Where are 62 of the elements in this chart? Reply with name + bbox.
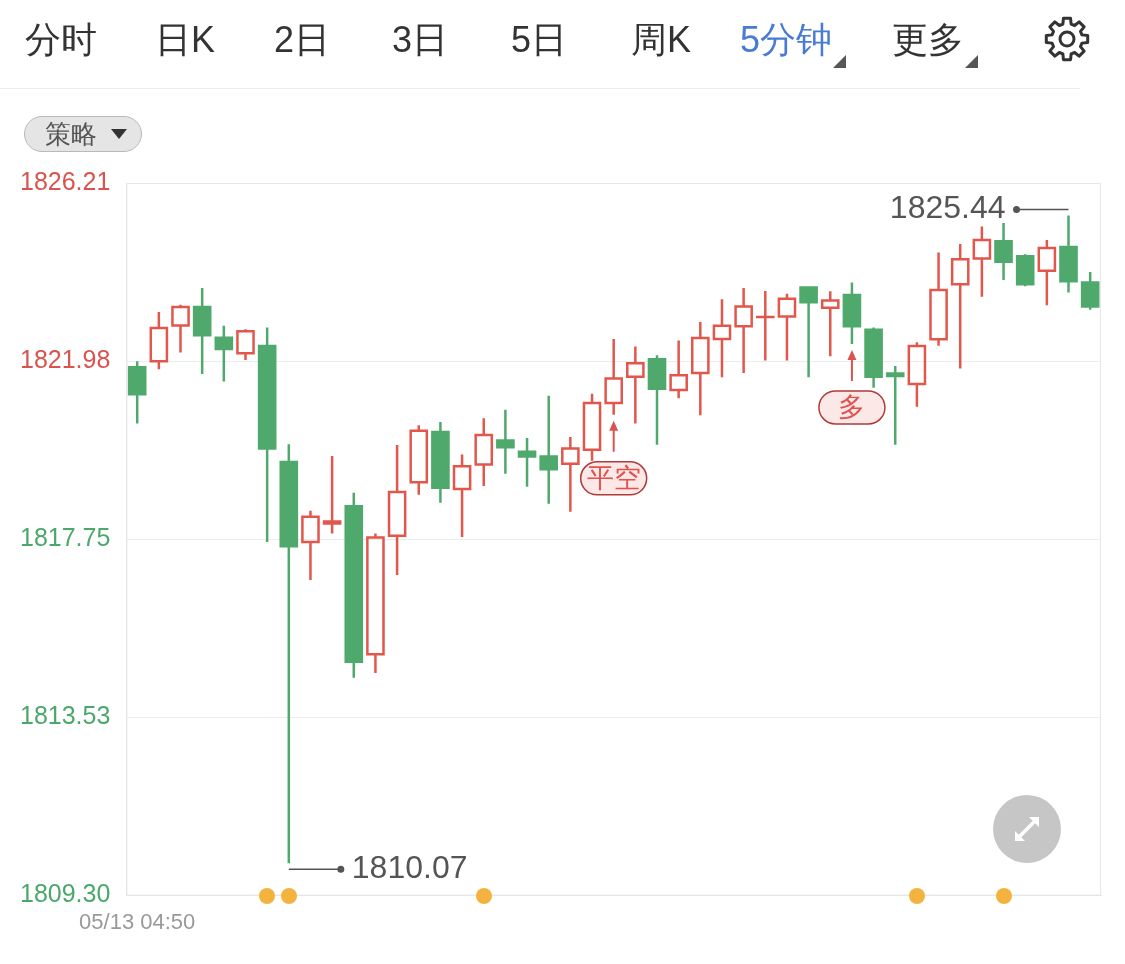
candlestick — [907, 341, 927, 409]
y-tick-label: 1821.98 — [20, 345, 111, 374]
candlestick — [820, 290, 840, 358]
tab-label: 3日 — [392, 18, 448, 62]
candlestick — [171, 305, 190, 354]
tab-label: 日K — [155, 18, 215, 62]
annotation: 多 — [838, 391, 866, 422]
candlestick — [387, 443, 407, 577]
tab-label: 5日 — [511, 18, 567, 62]
candlestick — [1059, 215, 1078, 293]
candlestick — [691, 320, 710, 417]
candlestick — [149, 310, 169, 371]
x-tick-label: 05/13 04:50 — [79, 908, 196, 934]
candlestick — [950, 242, 970, 370]
candlestick — [994, 223, 1013, 280]
candlestick — [929, 251, 948, 347]
candlestick — [1015, 254, 1035, 287]
candlestick — [647, 355, 667, 445]
candlestick — [1037, 238, 1057, 307]
y-tick-label: 1813.53 — [20, 701, 111, 730]
candlestick — [972, 225, 992, 299]
candlestick — [496, 409, 515, 474]
annotation: 1825.44 — [889, 189, 1006, 226]
candlestick — [474, 416, 494, 488]
candlestick — [301, 509, 320, 582]
candlestick — [214, 325, 234, 382]
candlestick — [799, 286, 818, 378]
candlestick — [539, 395, 559, 504]
y-tick-label: 1809.30 — [20, 879, 111, 908]
candlestick — [604, 337, 623, 417]
candlestick — [582, 392, 602, 462]
candlestick — [192, 287, 212, 374]
candlestick — [734, 286, 753, 375]
candlestick — [755, 289, 775, 362]
y-tick-label: 1817.75 — [20, 523, 111, 552]
candlestick — [626, 345, 645, 425]
candlestick — [777, 292, 797, 362]
candlestick — [431, 421, 450, 503]
candlestick — [257, 327, 277, 543]
candlestick — [409, 424, 429, 497]
candlestick — [1080, 271, 1100, 310]
tab-label: 5分钟 — [740, 18, 832, 62]
candlestick — [127, 361, 147, 424]
candlestick — [236, 330, 255, 362]
candlestick — [561, 435, 580, 513]
candlestick — [344, 492, 364, 678]
candlestick — [322, 454, 342, 535]
tab-label: 分时 — [25, 18, 97, 62]
candlestick — [842, 282, 862, 344]
candlestick — [864, 327, 883, 388]
candlestick — [452, 453, 472, 539]
dropdown-button: 策略 — [24, 116, 142, 152]
candlestick — [279, 444, 299, 864]
candlestick — [669, 339, 688, 400]
candlestick — [366, 532, 385, 675]
tab-label: 周K — [631, 18, 691, 62]
annotation: 平空 — [586, 462, 641, 493]
tab-label: 更多 — [892, 18, 964, 62]
tab-label: 2日 — [274, 18, 330, 62]
y-tick-label: 1826.21 — [20, 166, 111, 195]
candlestick — [712, 298, 732, 379]
annotation: 1810.07 — [351, 848, 468, 885]
